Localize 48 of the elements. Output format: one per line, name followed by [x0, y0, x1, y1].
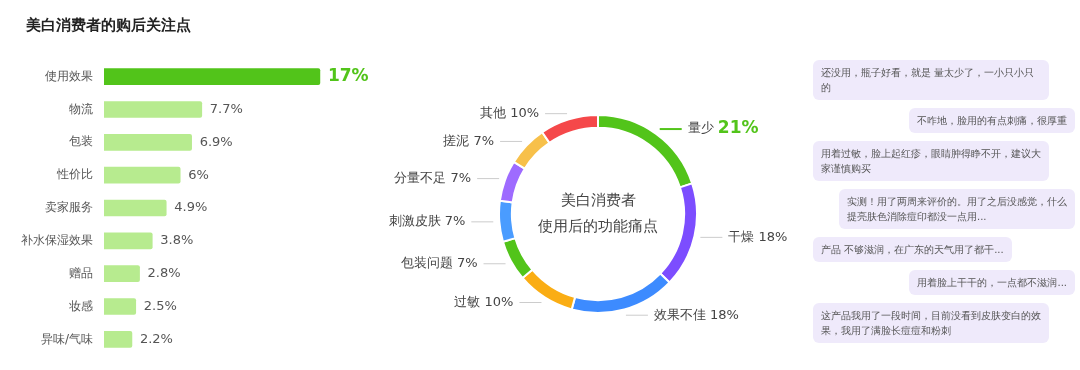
- bar: [104, 68, 321, 85]
- text: 还没用，瓶子好看，就是 量太少了，一小只小只的: [813, 60, 1049, 100]
- chart-title: 美白消费者的购后关注点: [26, 16, 191, 35]
- bar: [104, 101, 203, 118]
- text: 产品 不够滋润，在广东的天气用了都干...: [813, 237, 1012, 262]
- bar: [104, 331, 133, 348]
- data-label: 6%: [188, 166, 209, 182]
- text: 不咋地，脸用的有点刺痛，很厚重: [909, 108, 1075, 133]
- y-tick-label: 补水保湿效果: [21, 232, 93, 247]
- data-label: 18%: [710, 306, 739, 322]
- bar: [104, 232, 153, 250]
- text: 用着脸上干干的，一点都不滋润...: [909, 270, 1075, 295]
- y-tick-label: 性价比: [56, 167, 93, 182]
- slice-label: 效果不佳: [653, 306, 706, 322]
- text: 这产品我用了一段时间，目前没看到皮肤变白的效果，我用了满脸长痘痘和粉刺: [813, 303, 1049, 343]
- data-label: 7.7%: [209, 100, 243, 116]
- y-tick-label: 异味/气味: [40, 331, 93, 346]
- data-label: 21%: [717, 117, 759, 138]
- bar: [104, 199, 167, 217]
- y-tick-label: 使用效果: [45, 68, 93, 83]
- slice-label: 搓泥 7%: [443, 132, 495, 148]
- data-label: 18%: [758, 228, 788, 244]
- data-label: 4.9%: [174, 199, 208, 215]
- slice-label: 刺激皮肤 7%: [388, 213, 466, 229]
- slice-label: 包装问题 7%: [400, 255, 478, 271]
- bar: [104, 298, 137, 315]
- y-tick-label: 卖家服务: [45, 200, 93, 215]
- bar: [104, 166, 181, 184]
- bar: [104, 133, 192, 151]
- slice-label: 分量不足 7%: [394, 169, 472, 185]
- data-label: 3.8%: [160, 232, 194, 248]
- text: 美白消费者使用后的功能痛点: [538, 190, 658, 235]
- y-tick-label: 物流: [69, 101, 93, 116]
- text: 实测！用了两周来评价的。用了之后没感觉，什么提亮肤色消除痘印都没一点用...: [839, 189, 1075, 229]
- text: 用着过敏，脸上起红疹，眼睛肿得睁不开，建议大家谨慎购买: [813, 141, 1049, 181]
- data-label: 2.8%: [147, 265, 181, 281]
- data-label: 17%: [327, 65, 369, 86]
- data-label: 6.9%: [199, 133, 233, 149]
- y-tick-label: 赠品: [69, 265, 93, 280]
- slice-label: 量少: [687, 120, 714, 136]
- slice-label: 过敏 10%: [454, 293, 514, 309]
- data-label: 2.2%: [139, 330, 173, 346]
- slice-label: 干燥: [728, 228, 755, 244]
- y-tick-label: 妆感: [69, 298, 93, 313]
- bar: [104, 265, 140, 283]
- slice-label: 其他 10%: [480, 105, 540, 121]
- y-tick-label: 包装: [69, 134, 93, 149]
- data-label: 2.5%: [143, 297, 177, 313]
